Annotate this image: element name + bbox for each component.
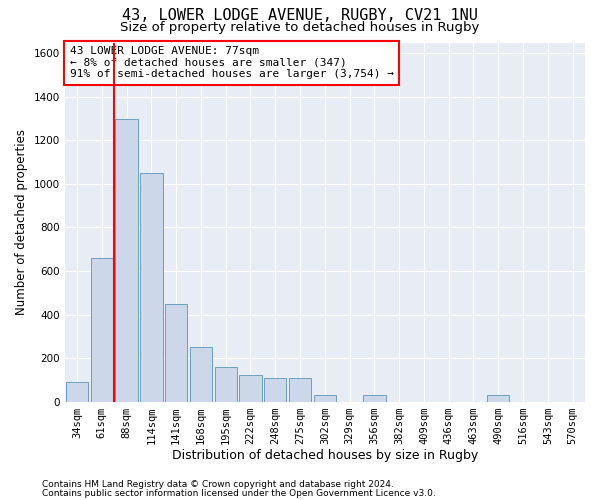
Bar xyxy=(66,382,88,402)
Text: Contains public sector information licensed under the Open Government Licence v3: Contains public sector information licen… xyxy=(42,488,436,498)
Bar xyxy=(190,347,212,402)
Text: 43, LOWER LODGE AVENUE, RUGBY, CV21 1NU: 43, LOWER LODGE AVENUE, RUGBY, CV21 1NU xyxy=(122,8,478,22)
Bar xyxy=(239,376,262,402)
Bar xyxy=(363,395,386,402)
Bar xyxy=(115,118,138,402)
Bar xyxy=(140,173,163,402)
Bar xyxy=(289,378,311,402)
Text: 43 LOWER LODGE AVENUE: 77sqm
← 8% of detached houses are smaller (347)
91% of se: 43 LOWER LODGE AVENUE: 77sqm ← 8% of det… xyxy=(70,46,394,80)
Bar xyxy=(314,395,336,402)
Bar xyxy=(165,304,187,402)
X-axis label: Distribution of detached houses by size in Rugby: Distribution of detached houses by size … xyxy=(172,450,478,462)
Text: Contains HM Land Registry data © Crown copyright and database right 2024.: Contains HM Land Registry data © Crown c… xyxy=(42,480,394,489)
Bar xyxy=(91,258,113,402)
Y-axis label: Number of detached properties: Number of detached properties xyxy=(15,129,28,315)
Bar xyxy=(264,378,286,402)
Text: Size of property relative to detached houses in Rugby: Size of property relative to detached ho… xyxy=(121,22,479,35)
Bar xyxy=(487,395,509,402)
Bar xyxy=(215,367,237,402)
